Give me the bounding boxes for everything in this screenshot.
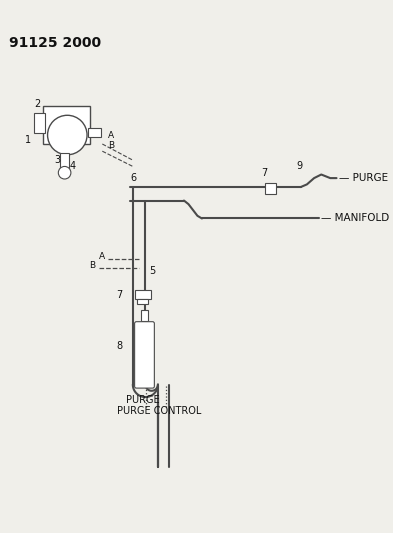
Bar [60,153,69,169]
Text: — PURGE: — PURGE [339,173,388,183]
Bar [88,128,101,137]
Text: 3: 3 [54,155,60,165]
Text: 8: 8 [117,341,123,351]
Text: PURGE: PURGE [126,395,159,405]
Bar [34,114,45,133]
Bar [265,183,275,194]
Text: PURGE CONTROL: PURGE CONTROL [117,407,201,416]
Bar [135,290,151,299]
Circle shape [58,166,71,179]
Text: 5: 5 [149,266,155,277]
Text: — MANIFOLD: — MANIFOLD [321,214,389,223]
Text: A: A [108,131,114,140]
Text: 9: 9 [296,161,302,172]
Text: 4: 4 [70,161,76,172]
Text: 7: 7 [117,290,123,300]
Bar [137,299,148,304]
Bar [141,310,148,321]
Text: 6: 6 [130,173,136,183]
Text: 7: 7 [261,168,267,177]
Text: 91125 2000: 91125 2000 [9,36,101,50]
Bar [43,106,90,144]
Text: B: B [89,261,95,270]
Text: 2: 2 [34,99,40,109]
Text: A: A [99,252,105,261]
Circle shape [48,115,87,155]
FancyBboxPatch shape [135,322,154,388]
Text: B: B [108,141,114,150]
Text: 1: 1 [25,134,31,144]
